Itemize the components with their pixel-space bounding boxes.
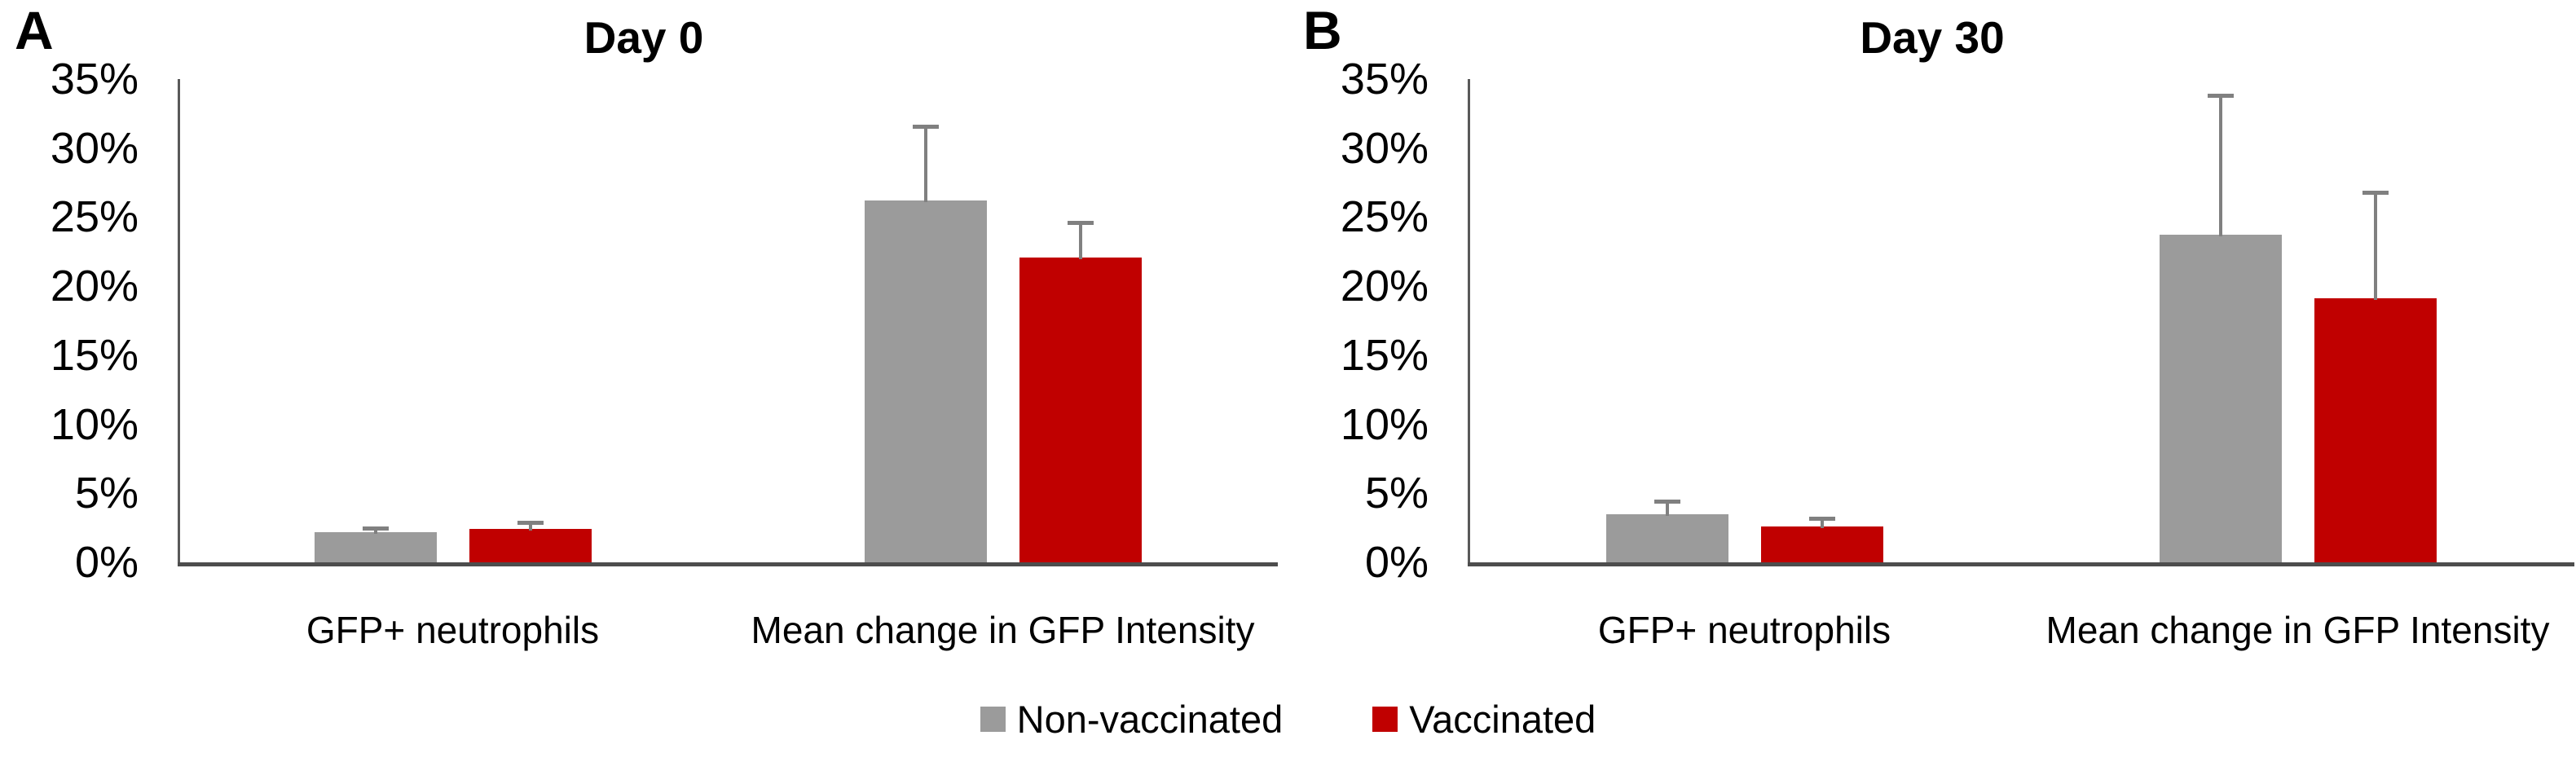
- y-tick-label: 35%: [1340, 55, 1429, 104]
- error-bar-cap: [517, 520, 544, 525]
- error-bar-cap: [1653, 500, 1680, 504]
- y-tick-label: 30%: [50, 123, 139, 173]
- y-tick-label: 10%: [50, 399, 139, 449]
- category-label: GFP+ neutrophils: [306, 609, 600, 651]
- error-bar-stem: [373, 527, 377, 534]
- legend-label-vaccinated: Vaccinated: [1409, 697, 1596, 741]
- y-axis-line: [178, 79, 180, 566]
- panel-b-title: Day 30: [1860, 12, 2005, 63]
- y-tick-label: 20%: [50, 262, 139, 311]
- bar-vaccinated: [2314, 298, 2437, 562]
- bar-non-vaccinated: [1605, 513, 1728, 562]
- error-bar-cap: [2362, 190, 2389, 195]
- bar-vaccinated: [469, 529, 592, 562]
- error-bar-stem: [1820, 518, 1824, 528]
- error-bar-cap: [2207, 94, 2234, 99]
- category-label: Mean change in GFP Intensity: [2045, 609, 2550, 651]
- error-bar-stem: [923, 126, 927, 203]
- x-axis-line: [178, 562, 1278, 566]
- vaccinated-swatch-icon: [1372, 706, 1398, 732]
- bar-vaccinated: [1019, 257, 1142, 562]
- y-tick-label: 15%: [50, 330, 139, 380]
- y-tick-label: 5%: [1364, 469, 1429, 518]
- y-tick-label: 5%: [74, 469, 139, 518]
- y-tick-label: 0%: [1364, 538, 1429, 587]
- chart-legend: Non-vaccinated Vaccinated: [0, 694, 2576, 743]
- error-bar-stem: [528, 522, 532, 531]
- category-label: GFP+ neutrophils: [1597, 609, 1891, 651]
- legend-item-vaccinated: Vaccinated: [1372, 700, 1596, 738]
- panel-b-plot: 0% 5% 10% 15% 20% 25% 30% 35% GFP+ neutrophils Me…: [1288, 0, 2576, 762]
- y-axis-line: [1468, 79, 1470, 566]
- y-tick-label: 25%: [1340, 192, 1429, 242]
- panel-a-letter: A: [15, 0, 54, 60]
- error-bar-cap: [1808, 516, 1835, 521]
- bar-non-vaccinated: [864, 200, 987, 562]
- error-bar-cap: [912, 124, 939, 129]
- error-bar-stem: [2373, 192, 2377, 301]
- legend-item-non-vaccinated: Non-vaccinated: [980, 697, 1284, 741]
- y-tick-label: 30%: [1340, 123, 1429, 173]
- legend-label-non-vaccinated: Non-vaccinated: [1016, 697, 1284, 741]
- error-bar-cap: [362, 526, 389, 531]
- error-bar-stem: [1665, 501, 1669, 516]
- panel-b-letter: B: [1303, 0, 1342, 60]
- panel-a: A Day 0 0% 5% 10% 15% 20% 25% 30% 35% GFP+ neutr…: [15, 0, 1278, 651]
- non-vaccinated-swatch-icon: [980, 706, 1006, 732]
- panel-a-title: Day 0: [583, 12, 704, 63]
- y-tick-label: 20%: [1340, 262, 1429, 311]
- bar-non-vaccinated: [2159, 235, 2282, 562]
- bar-vaccinated: [1760, 526, 1883, 562]
- panel-b: B Day 30 0% 5% 10% 15% 20% 25% 30% 35% GFP+ neut…: [1288, 0, 2576, 762]
- error-bar-cap: [1067, 221, 1094, 226]
- x-axis-line: [1468, 562, 2574, 566]
- error-bar-stem: [1078, 222, 1082, 259]
- bar-non-vaccinated: [314, 531, 437, 562]
- y-tick-label: 0%: [74, 538, 139, 587]
- error-bar-stem: [2218, 95, 2222, 237]
- y-tick-label: 15%: [1340, 330, 1429, 380]
- y-tick-label: 25%: [50, 192, 139, 242]
- category-label: Mean change in GFP Intensity: [751, 609, 1255, 651]
- panel-a-plot: 0% 5% 10% 15% 20% 25% 30% 35% GFP+ neutrophils Me…: [50, 55, 1278, 651]
- y-tick-label: 10%: [1340, 399, 1429, 449]
- y-tick-label: 35%: [50, 55, 139, 104]
